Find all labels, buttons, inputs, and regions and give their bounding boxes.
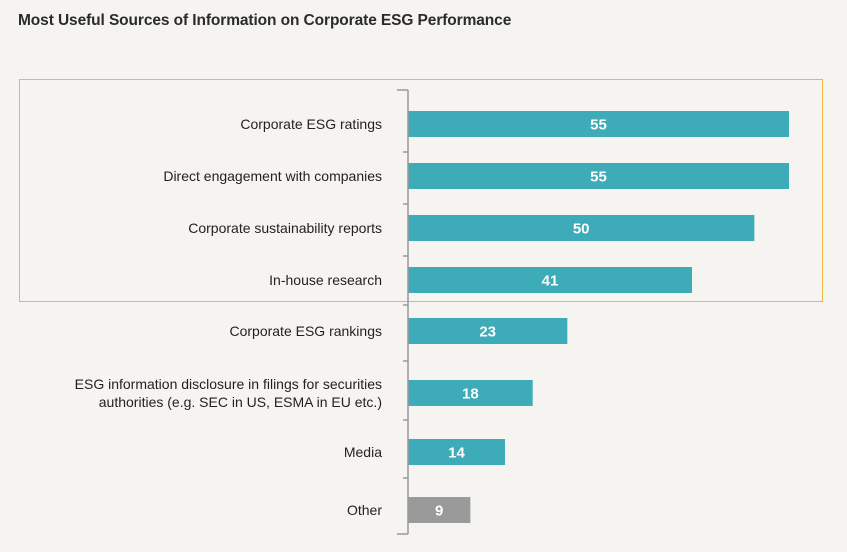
- chart-title: Most Useful Sources of Information on Co…: [18, 12, 512, 29]
- bar: [408, 163, 789, 189]
- bar: [408, 267, 693, 293]
- bar-value-label: 9: [435, 503, 443, 520]
- category-label: In-house research: [269, 272, 382, 288]
- category-label: Corporate ESG rankings: [229, 323, 382, 339]
- bar: [408, 380, 533, 406]
- category-label: Media: [344, 444, 382, 460]
- bar: [408, 215, 755, 241]
- bar-value-label: 50: [573, 221, 590, 238]
- bar-value-label: 55: [590, 169, 607, 186]
- category-label: authorities (e.g. SEC in US, ESMA in EU …: [99, 394, 382, 410]
- category-label: Direct engagement with companies: [163, 168, 382, 184]
- bar: [408, 497, 471, 523]
- category-label: Other: [347, 502, 382, 518]
- bar: [408, 439, 505, 465]
- bar-value-label: 41: [542, 273, 559, 290]
- category-label: Corporate sustainability reports: [188, 220, 382, 236]
- top-four-highlight-box: [19, 79, 823, 302]
- bar: [408, 318, 568, 344]
- bar-value-label: 14: [448, 445, 465, 462]
- bar-value-label: 18: [462, 386, 479, 403]
- category-label: Corporate ESG ratings: [240, 116, 382, 132]
- category-label: ESG information disclosure in filings fo…: [75, 376, 382, 392]
- bar: [408, 111, 789, 137]
- bar-value-label: 23: [479, 324, 496, 341]
- bar-value-label: 55: [590, 117, 607, 134]
